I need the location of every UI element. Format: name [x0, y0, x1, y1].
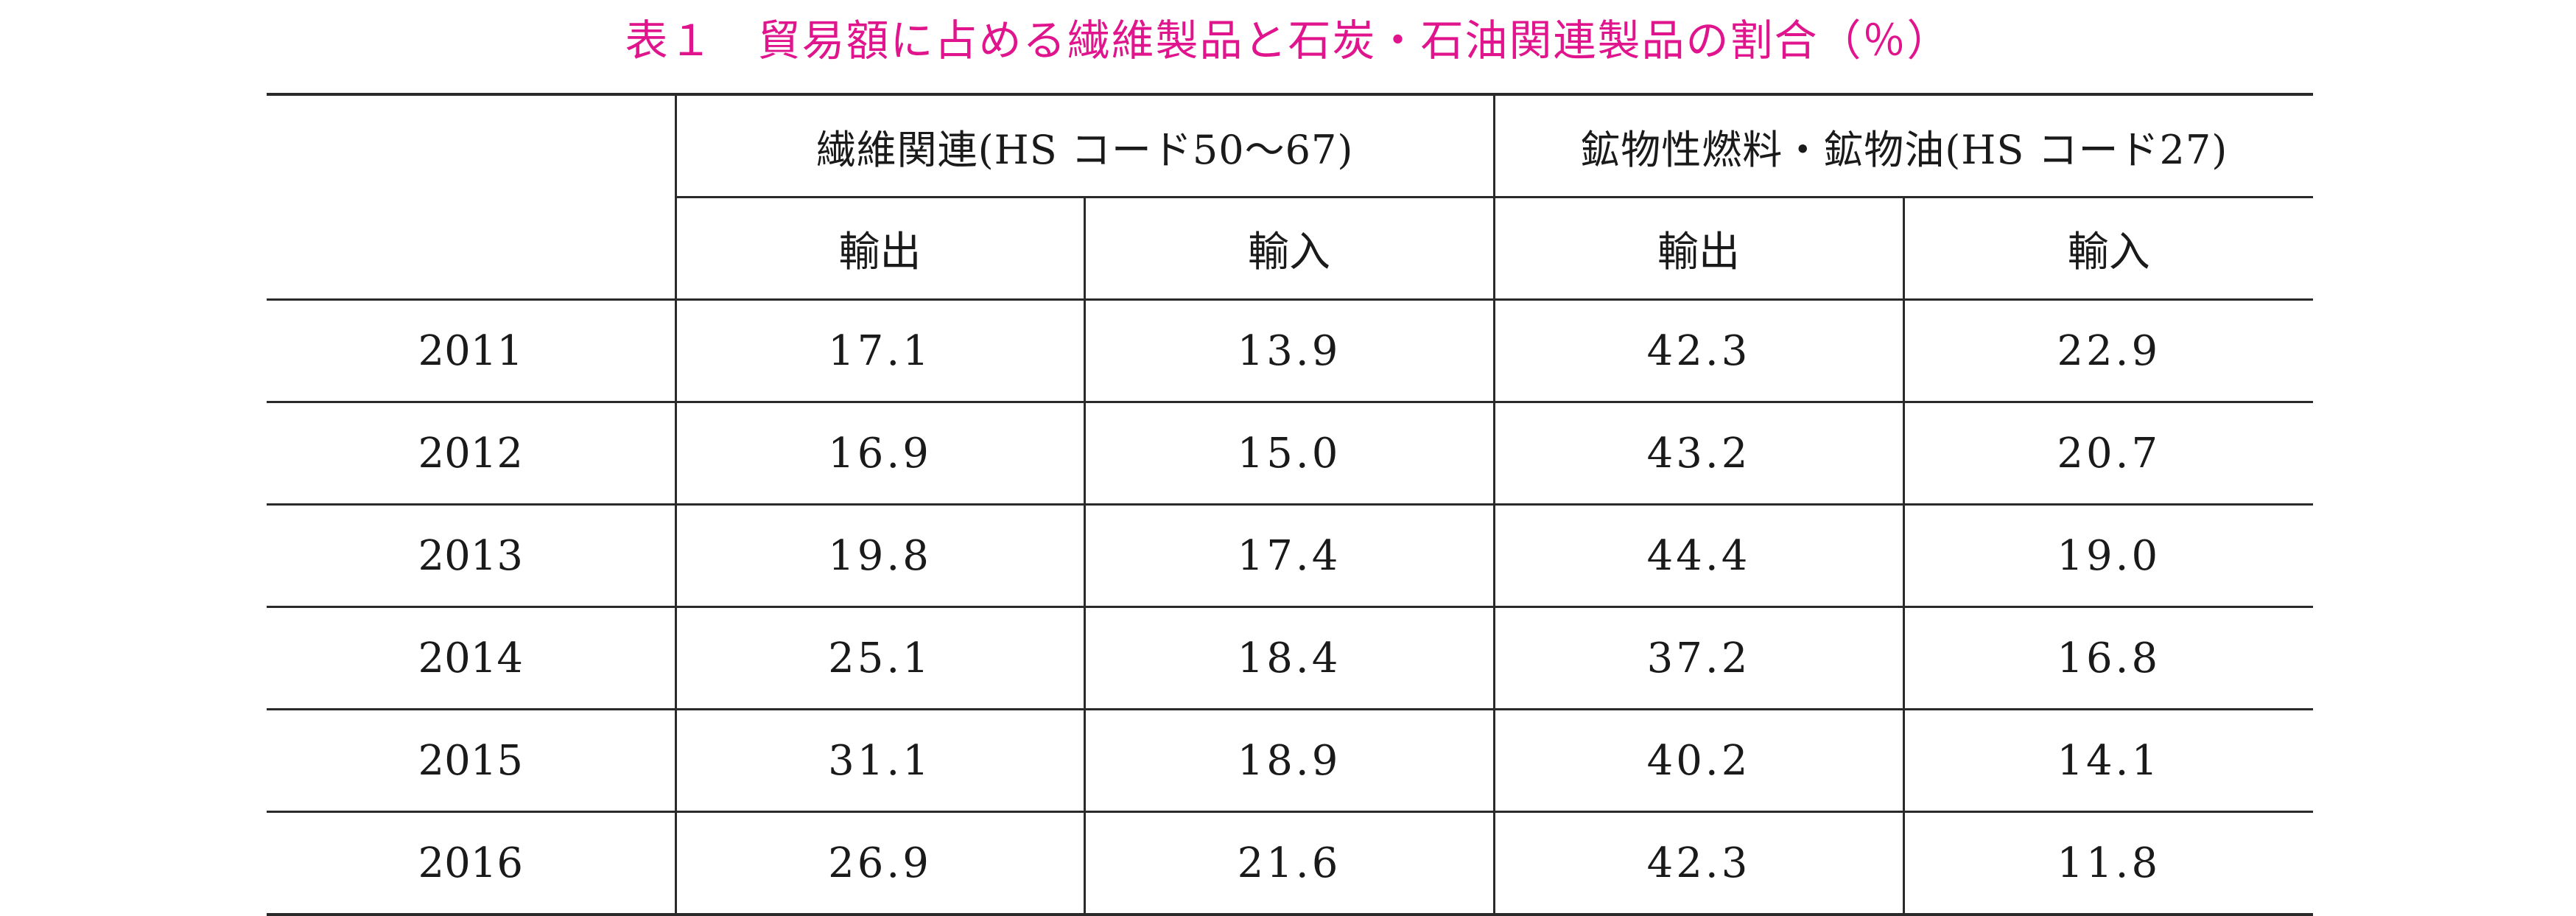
- value-cell: 22.9: [1902, 298, 2314, 403]
- corner-cell: [267, 93, 675, 301]
- year-cell: 2014: [267, 606, 675, 710]
- year-cell: 2011: [267, 298, 675, 403]
- subheader-fuel-import: 輸入: [1902, 196, 2314, 301]
- table-row: 2016 26.9 21.6 42.3 11.8: [267, 811, 2314, 916]
- value-cell: 19.8: [674, 503, 1084, 608]
- value-cell: 18.9: [1083, 708, 1494, 813]
- group-header-mineral-fuel: 鉱物性燃料・鉱物油(HS コード27): [1492, 93, 2314, 198]
- value-cell: 16.8: [1902, 606, 2314, 710]
- value-cell: 11.8: [1902, 811, 2314, 916]
- value-cell: 21.6: [1083, 811, 1494, 916]
- value-cell: 17.4: [1083, 503, 1494, 608]
- table-row: 2014 25.1 18.4 37.2 16.8: [267, 606, 2314, 710]
- group-header-textile: 繊維関連(HS コード50〜67): [674, 93, 1494, 198]
- value-cell: 15.0: [1083, 401, 1494, 506]
- value-cell: 16.9: [674, 401, 1084, 506]
- value-cell: 40.2: [1492, 708, 1903, 813]
- value-cell: 17.1: [674, 298, 1084, 403]
- value-cell: 19.0: [1902, 503, 2314, 608]
- year-cell: 2013: [267, 503, 675, 608]
- sub-header-row: 輸出 輸入 輸出 輸入: [267, 196, 2314, 301]
- table-row: 2015 31.1 18.9 40.2 14.1: [267, 708, 2314, 813]
- year-cell: 2015: [267, 708, 675, 813]
- table-row: 2012 16.9 15.0 43.2 20.7: [267, 401, 2314, 506]
- value-cell: 13.9: [1083, 298, 1494, 403]
- value-cell: 43.2: [1492, 401, 1903, 506]
- table-caption: 貿易額に占める繊維製品と石炭・石油関連製品の割合（％）: [757, 15, 1951, 66]
- year-cell: 2012: [267, 401, 675, 506]
- year-cell: 2016: [267, 811, 675, 916]
- value-cell: 42.3: [1492, 811, 1903, 916]
- subheader-textile-export: 輸出: [674, 196, 1084, 301]
- value-cell: 18.4: [1083, 606, 1494, 710]
- value-cell: 20.7: [1902, 401, 2314, 506]
- subheader-textile-import: 輸入: [1083, 196, 1494, 301]
- value-cell: 42.3: [1492, 298, 1903, 403]
- subheader-fuel-export: 輸出: [1492, 196, 1903, 301]
- value-cell: 31.1: [674, 708, 1084, 813]
- value-cell: 37.2: [1492, 606, 1903, 710]
- table-row: 2013 19.8 17.4 44.4 19.0: [267, 503, 2314, 608]
- table-number: 表１: [625, 15, 714, 66]
- table-row: 2011 17.1 13.9 42.3 22.9: [267, 298, 2314, 403]
- value-cell: 25.1: [674, 606, 1084, 710]
- value-cell: 44.4: [1492, 503, 1903, 608]
- table-title: 表１ 貿易額に占める繊維製品と石炭・石油関連製品の割合（％）: [0, 7, 2576, 74]
- value-cell: 14.1: [1902, 708, 2314, 813]
- trade-share-table: 繊維関連(HS コード50〜67) 鉱物性燃料・鉱物油(HS コード27) 輸出…: [267, 93, 2314, 916]
- value-cell: 26.9: [674, 811, 1084, 916]
- group-header-row: 繊維関連(HS コード50〜67) 鉱物性燃料・鉱物油(HS コード27): [267, 93, 2314, 301]
